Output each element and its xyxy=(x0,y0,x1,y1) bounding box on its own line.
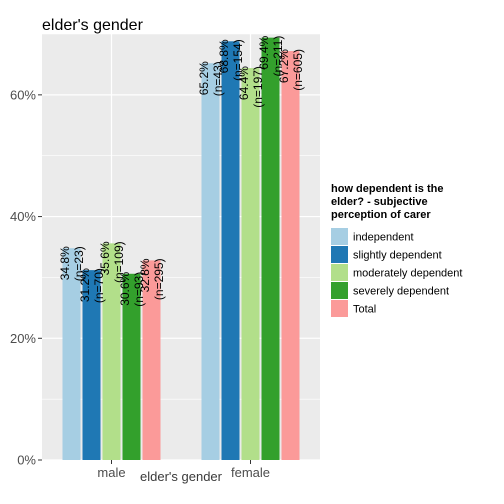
legend-title-line: perception of carer xyxy=(331,209,431,221)
bar-label: 68.8%(n=154) xyxy=(217,39,245,81)
legend-key xyxy=(331,282,348,299)
legend-title-line: how dependent is the xyxy=(331,183,443,195)
bar-slightly-dependent-female xyxy=(221,41,240,460)
legend-key xyxy=(331,228,348,245)
y-tick-label: 0% xyxy=(17,453,36,468)
x-tick-label: female xyxy=(231,465,270,480)
bar-independent-female xyxy=(201,63,220,461)
bar-independent-male xyxy=(62,248,81,460)
bars xyxy=(62,37,300,461)
bar-label: 65.2%(n=43) xyxy=(197,61,225,96)
bar-moderately-dependent-male xyxy=(102,243,121,460)
legend-key xyxy=(331,246,348,263)
bar-label: 64.4%(n=197) xyxy=(237,66,265,108)
legend-label: slightly dependent xyxy=(353,250,442,262)
x-axis-title: elder's gender xyxy=(140,469,223,484)
legend-label: moderately dependent xyxy=(353,268,462,280)
bar-label: 31.2%(n=70) xyxy=(78,268,106,303)
legend-key xyxy=(331,264,348,281)
legend-label: Total xyxy=(353,304,376,316)
bar-moderately-dependent-female xyxy=(241,68,260,460)
bar-label: 34.8%(n=23) xyxy=(58,246,86,281)
legend-label: severely dependent xyxy=(353,286,449,298)
y-tick-label: 20% xyxy=(10,331,36,346)
bar-label: 32.8%(n=295) xyxy=(138,258,166,300)
bar-slightly-dependent-male xyxy=(82,270,101,460)
legend-title-line: elder? - subjective xyxy=(331,196,428,208)
bar-label: 30.6%(n=93) xyxy=(118,271,146,306)
bar-severely-dependent-female xyxy=(261,37,280,460)
bar-total-female xyxy=(281,51,300,460)
bar-label: 69.4%(n=211) xyxy=(257,35,285,76)
legend-key xyxy=(331,300,348,317)
chart-title: elder's gender xyxy=(42,17,144,34)
x-axis: male female xyxy=(97,460,270,480)
bar-severely-dependent-male xyxy=(122,273,141,460)
y-axis: 0% 20% 40% 60% xyxy=(10,87,42,468)
legend-label: independent xyxy=(353,232,414,244)
bar-label: 35.6%(n=109) xyxy=(98,241,126,283)
bar-labels: 34.8%(n=23) 65.2%(n=43) 31.2%(n=70) 68.8%(n… xyxy=(58,35,305,306)
x-tick-label: male xyxy=(97,465,125,480)
bar-total-male xyxy=(142,260,161,460)
y-tick-label: 60% xyxy=(10,87,36,102)
bar-label: 67.2%(n=605) xyxy=(277,49,305,91)
y-tick-label: 40% xyxy=(10,209,36,224)
